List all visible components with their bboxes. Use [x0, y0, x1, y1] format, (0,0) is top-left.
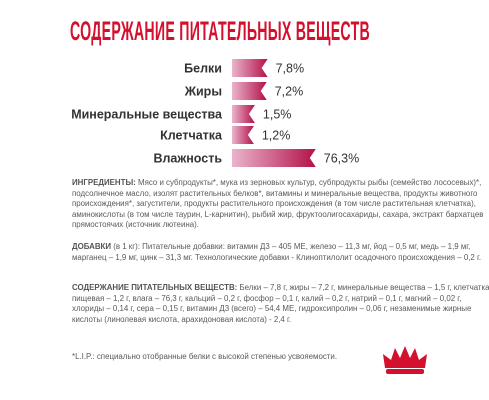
ingredients: ИНГРЕДИЕНТЫ: Мясо и субпродукты*, мука и…	[72, 178, 489, 231]
logo	[383, 346, 427, 374]
section-text: Мясо и субпродукты*, мука из зерновых ку…	[72, 178, 484, 230]
bar	[232, 126, 254, 144]
section-text: Белки – 7,8 г, жиры – 7,2 г, минеральные…	[72, 283, 489, 324]
category-label: Влажность	[153, 152, 222, 166]
category-label: Жиры	[184, 85, 222, 99]
chart-title: СОДЕРЖАНИЕ ПИТАТЕЛЬНЫХ ВЕЩЕСТВ	[70, 16, 370, 46]
section-heading: ИНГРЕДИЕНТЫ:	[72, 178, 136, 187]
composition: СОДЕРЖАНИЕ ПИТАТЕЛЬНЫХ ВЕЩЕСТВ: Белки – …	[72, 283, 489, 325]
section-text: (в 1 кг): Питательные добавки: витамин Д…	[72, 242, 482, 262]
value-label: 1,5%	[263, 108, 292, 122]
value-label: 76,3%	[324, 152, 359, 166]
chart: СОДЕРЖАНИЕ ПИТАТЕЛЬНЫХ ВЕЩЕСТВ Белки 7,8%…	[70, 16, 370, 167]
category-label: Клетчатка	[160, 129, 223, 143]
category-label: Минеральные вещества	[71, 108, 223, 122]
bar	[232, 149, 316, 167]
footnote: *L.I.P.: специально отобранные белки с в…	[72, 352, 338, 361]
additives: ДОБАВКИ (в 1 кг): Питательные добавки: в…	[72, 242, 489, 263]
category-label: Белки	[184, 62, 222, 76]
value-label: 7,2%	[275, 85, 304, 99]
value-label: 1,2%	[262, 129, 291, 143]
bar	[232, 59, 268, 77]
section-heading: ДОБАВКИ	[72, 242, 112, 251]
bar	[232, 82, 267, 100]
section-heading: СОДЕРЖАНИЕ ПИТАТЕЛЬНЫХ ВЕЩЕСТВ:	[72, 283, 238, 292]
bar	[232, 105, 255, 123]
value-label: 7,8%	[276, 62, 305, 76]
